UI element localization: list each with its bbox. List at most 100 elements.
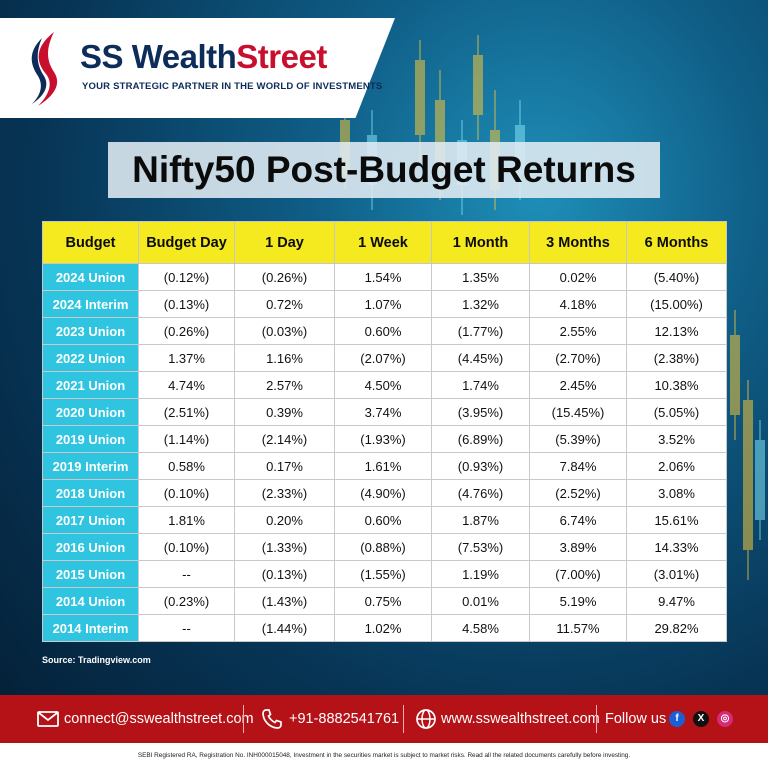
budget-label-cell: 2018 Union [42,479,139,507]
return-cell: 0.02% [529,263,627,291]
return-cell: (5.05%) [626,398,727,426]
footer-divider [403,705,404,733]
return-cell: 15.61% [626,506,727,534]
return-cell: (0.26%) [138,317,235,345]
return-cell: 0.20% [234,506,335,534]
column-header: 1 Week [334,221,432,264]
return-cell: 3.08% [626,479,727,507]
budget-label-cell: 2023 Union [42,317,139,345]
returns-table-container: Budget Budget Day 1 Day 1 Week 1 Month 3 Mont… [42,221,727,642]
return-cell: 29.82% [626,614,727,642]
return-cell: 2.45% [529,371,627,399]
table-row: 2014 Interim -- (1.44%) 1.02% 4.58% 11.57% 29.… [42,614,727,642]
return-cell: 0.39% [234,398,335,426]
table-row: 2022 Union 1.37% 1.16% (2.07%) (4.45%) (2.70%… [42,344,727,372]
return-cell: 10.38% [626,371,727,399]
return-cell: (0.13%) [138,290,235,318]
return-cell: 1.02% [334,614,432,642]
return-cell: 0.75% [334,587,432,615]
return-cell: 1.74% [431,371,530,399]
return-cell: (0.26%) [234,263,335,291]
table-row: 2020 Union (2.51%) 0.39% 3.74% (3.95%) (15.45… [42,398,727,426]
return-cell: 3.89% [529,533,627,561]
return-cell: (0.10%) [138,533,235,561]
budget-label-cell: 2019 Interim [42,452,139,480]
return-cell: 1.32% [431,290,530,318]
return-cell: (4.76%) [431,479,530,507]
return-cell: (7.53%) [431,533,530,561]
column-header: Budget [42,221,139,264]
return-cell: 3.74% [334,398,432,426]
return-cell: 1.87% [431,506,530,534]
return-cell: 4.58% [431,614,530,642]
facebook-icon[interactable]: f [669,711,685,727]
returns-table: Budget Budget Day 1 Day 1 Week 1 Month 3 Mont… [42,221,727,642]
table-row: 2019 Union (1.14%) (2.14%) (1.93%) (6.89%) (5… [42,425,727,453]
title-band [108,142,660,198]
x-icon[interactable]: X [693,711,709,727]
return-cell: (2.07%) [334,344,432,372]
return-cell: 0.17% [234,452,335,480]
table-row: 2024 Union (0.12%) (0.26%) 1.54% 1.35% 0.02%(… [42,263,727,291]
return-cell: (2.52%) [529,479,627,507]
return-cell: (0.03%) [234,317,335,345]
table-row: 2015 Union -- (0.13%) (1.55%) 1.19% (7.00%) (3… [42,560,727,588]
return-cell: 11.57% [529,614,627,642]
budget-label-cell: 2021 Union [42,371,139,399]
column-header: 3 Months [529,221,627,264]
instagram-icon[interactable]: ◎ [717,711,733,727]
return-cell: 4.18% [529,290,627,318]
column-header: 6 Months [626,221,727,264]
budget-label-cell: 2014 Union [42,587,139,615]
table-row: 2021 Union 4.74% 2.57% 4.50% 1.74% 2.45% 10.38… [42,371,727,399]
budget-label-cell: 2015 Union [42,560,139,588]
return-cell: 12.13% [626,317,727,345]
column-header: Budget Day [138,221,235,264]
table-row: 2017 Union 1.81% 0.20% 0.60% 1.87% 6.74% 15.61… [42,506,727,534]
table-row: 2014 Union (0.23%) (1.43%) 0.75% 0.01% 5.19% 9… [42,587,727,615]
return-cell: (1.33%) [234,533,335,561]
return-cell: (2.14%) [234,425,335,453]
footer-phone[interactable]: +91-8882541761 [289,711,400,727]
return-cell: (0.10%) [138,479,235,507]
footer-website[interactable]: www.sswealthstreet.com [441,711,600,727]
table-row: 2016 Union (0.10%) (1.33%) (0.88%) (7.53%) 3.… [42,533,727,561]
source-note: Source: Tradingview.com [42,655,151,665]
globe-icon [416,709,436,729]
return-cell: (0.13%) [234,560,335,588]
return-cell: 6.74% [529,506,627,534]
budget-label-cell: 2024 Interim [42,290,139,318]
return-cell: 0.60% [334,506,432,534]
phone-icon [262,709,282,729]
return-cell: (6.89%) [431,425,530,453]
return-cell: 1.81% [138,506,235,534]
disclaimer-text: SEBI Registered RA, Registration No. INH… [137,752,631,759]
return-cell: 1.37% [138,344,235,372]
return-cell: (4.45%) [431,344,530,372]
return-cell: (3.01%) [626,560,727,588]
return-cell: 7.84% [529,452,627,480]
table-row: 2018 Union (0.10%) (2.33%) (4.90%) (4.76%) (2… [42,479,727,507]
footer-divider [243,705,244,733]
return-cell: 4.50% [334,371,432,399]
return-cell: (1.77%) [431,317,530,345]
return-cell: (15.45%) [529,398,627,426]
return-cell: 1.07% [334,290,432,318]
return-cell: 4.74% [138,371,235,399]
return-cell: 2.55% [529,317,627,345]
return-cell: (5.40%) [626,263,727,291]
return-cell: 5.19% [529,587,627,615]
return-cell: (2.51%) [138,398,235,426]
table-row: 2024 Interim (0.13%) 0.72% 1.07% 1.32% 4.18%(… [42,290,727,318]
return-cell: 2.57% [234,371,335,399]
return-cell: 0.01% [431,587,530,615]
return-cell: (7.00%) [529,560,627,588]
budget-label-cell: 2014 Interim [42,614,139,642]
footer-bar: connect@sswealthstreet.com +91-888254176… [0,695,768,743]
return-cell: 9.47% [626,587,727,615]
footer-email[interactable]: connect@sswealthstreet.com [64,711,254,727]
return-cell: 3.52% [626,425,727,453]
disclaimer-bar [0,743,768,768]
footer-divider [596,705,597,733]
return-cell: (5.39%) [529,425,627,453]
